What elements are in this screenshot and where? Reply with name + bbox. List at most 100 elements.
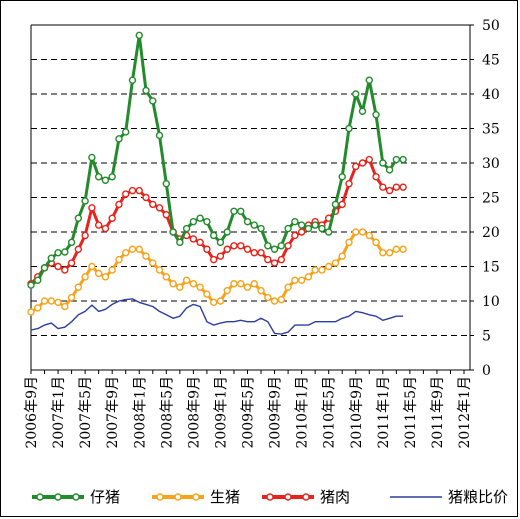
x-tick-label: 2011年5月	[403, 376, 419, 449]
data-point	[40, 297, 49, 305]
data-point	[223, 228, 231, 236]
x-tick-label: 2008年9月	[186, 376, 202, 449]
x-tick-label: 2009年1月	[213, 376, 229, 449]
data-point	[142, 252, 150, 260]
data-point	[81, 231, 89, 240]
data-point	[216, 297, 225, 305]
data-point	[149, 259, 157, 267]
data-point	[399, 245, 407, 253]
legend-label: 生猪	[210, 488, 240, 506]
data-point	[284, 242, 292, 250]
data-point	[176, 283, 184, 291]
data-point	[81, 273, 89, 281]
data-point	[311, 221, 319, 229]
data-point	[297, 221, 306, 229]
data-point	[297, 276, 306, 284]
legend-item: 猪粮比价	[390, 488, 508, 506]
data-point	[47, 297, 55, 305]
data-point	[379, 183, 387, 191]
y-tick-label: 10	[482, 294, 500, 310]
grid-lines	[31, 59, 470, 336]
legend-swatch-marker	[284, 493, 292, 501]
data-point	[250, 280, 258, 288]
x-tick-label: 2010年5月	[322, 376, 338, 449]
data-point	[182, 224, 191, 233]
data-point	[297, 228, 306, 236]
data-point	[304, 224, 313, 233]
data-point	[34, 304, 42, 312]
data-point	[318, 266, 326, 274]
legend-swatch-marker	[72, 493, 80, 501]
data-point	[277, 242, 286, 250]
data-point	[372, 238, 380, 247]
data-point	[196, 214, 204, 222]
data-point	[74, 283, 83, 291]
data-point	[128, 186, 137, 195]
y-tick-label: 20	[482, 225, 500, 241]
data-point	[365, 155, 373, 164]
data-point	[61, 248, 69, 256]
x-tick-label: 2011年9月	[430, 376, 446, 449]
data-point	[237, 280, 245, 288]
data-point	[128, 76, 137, 84]
data-point	[237, 207, 245, 216]
data-point	[237, 242, 245, 250]
data-point	[392, 155, 401, 164]
data-point	[257, 286, 265, 295]
series-猪肉	[27, 155, 407, 288]
data-point	[270, 245, 279, 253]
data-point	[115, 135, 123, 143]
data-point	[54, 248, 62, 257]
data-point	[230, 242, 238, 250]
data-point	[162, 211, 171, 219]
data-point	[47, 254, 55, 262]
x-tick-label: 2006年9月	[24, 376, 40, 449]
data-point	[243, 283, 252, 291]
y-tick-label: 50	[482, 18, 500, 34]
data-point	[392, 245, 401, 253]
axes	[30, 24, 474, 374]
data-point	[88, 204, 96, 212]
y-axis-tick-labels: 0 5 10 15 20 25 30 35 40 45 50	[482, 18, 500, 379]
data-point	[270, 297, 279, 305]
data-point	[74, 245, 83, 253]
data-point	[88, 153, 96, 162]
data-point	[352, 228, 360, 236]
data-point	[291, 217, 299, 226]
data-point	[203, 290, 211, 298]
data-point	[284, 224, 292, 233]
data-point	[243, 245, 252, 253]
data-point	[304, 273, 313, 281]
data-point	[270, 259, 279, 267]
data-point	[61, 266, 69, 274]
legend-label: 猪肉	[320, 488, 350, 506]
data-point	[250, 221, 258, 229]
data-point	[196, 283, 204, 291]
data-point	[182, 276, 191, 284]
data-point	[101, 273, 110, 281]
data-point	[189, 235, 198, 243]
data-point	[385, 248, 394, 257]
series-生猪	[27, 228, 407, 316]
data-point	[399, 155, 407, 164]
data-point	[135, 245, 143, 253]
data-point	[142, 86, 150, 95]
data-point	[67, 259, 76, 267]
data-point	[264, 293, 272, 302]
data-point	[155, 131, 164, 140]
data-point	[108, 266, 116, 274]
data-point	[291, 231, 299, 240]
data-point	[94, 269, 103, 278]
y-tick-label: 35	[482, 122, 500, 138]
data-point	[216, 238, 225, 247]
data-point	[277, 255, 286, 264]
x-tick-label: 2011年1月	[376, 376, 392, 449]
data-point	[27, 281, 35, 289]
data-point	[372, 173, 380, 181]
series-猪粮比价	[30, 298, 404, 335]
data-point	[61, 302, 69, 311]
data-point	[365, 76, 373, 84]
series-layer	[27, 31, 407, 335]
